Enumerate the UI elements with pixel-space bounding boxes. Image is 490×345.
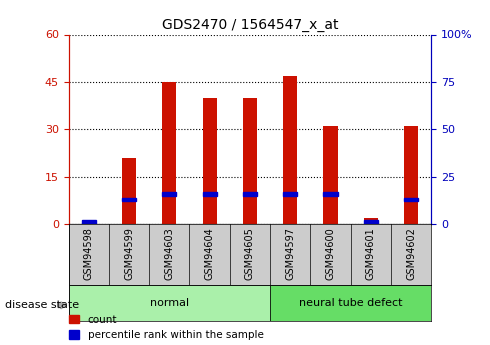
- Bar: [243, 192, 257, 196]
- Text: GSM94603: GSM94603: [164, 227, 174, 280]
- Bar: [82, 220, 96, 224]
- Bar: [283, 192, 297, 196]
- Text: GSM94605: GSM94605: [245, 227, 255, 280]
- Bar: [364, 218, 378, 224]
- Text: GSM94597: GSM94597: [285, 227, 295, 280]
- Bar: [122, 158, 136, 224]
- Text: GSM94600: GSM94600: [325, 227, 336, 280]
- FancyBboxPatch shape: [69, 285, 270, 321]
- Bar: [404, 126, 418, 224]
- Title: GDS2470 / 1564547_x_at: GDS2470 / 1564547_x_at: [162, 18, 338, 32]
- Text: GSM94601: GSM94601: [366, 227, 376, 280]
- Bar: [202, 98, 217, 224]
- Bar: [202, 192, 217, 196]
- Bar: [323, 192, 338, 196]
- Text: normal: normal: [150, 298, 189, 308]
- Text: disease state: disease state: [5, 300, 79, 310]
- Bar: [122, 198, 136, 201]
- Text: GSM94598: GSM94598: [84, 227, 94, 280]
- Bar: [82, 219, 96, 224]
- Bar: [404, 198, 418, 201]
- Bar: [162, 82, 176, 224]
- Text: GSM94602: GSM94602: [406, 227, 416, 280]
- Text: neural tube defect: neural tube defect: [299, 298, 402, 308]
- Text: GSM94599: GSM94599: [124, 227, 134, 280]
- Bar: [364, 220, 378, 224]
- Bar: [243, 98, 257, 224]
- Bar: [283, 76, 297, 224]
- FancyBboxPatch shape: [270, 285, 431, 321]
- Text: GSM94604: GSM94604: [205, 227, 215, 280]
- Bar: [323, 126, 338, 224]
- Bar: [162, 192, 176, 196]
- Legend: count, percentile rank within the sample: count, percentile rank within the sample: [69, 315, 264, 340]
